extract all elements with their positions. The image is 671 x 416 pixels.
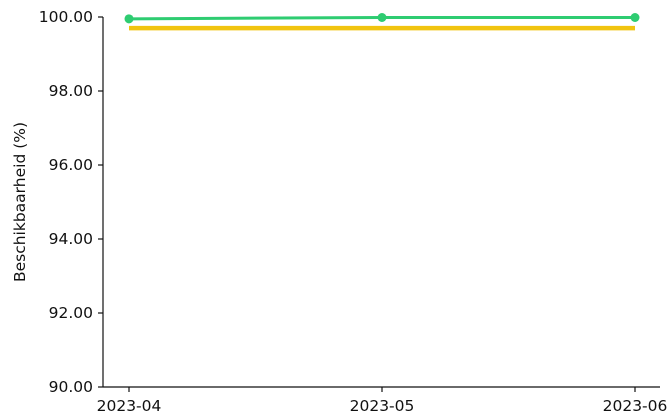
y-tick-label: 90.00 — [49, 378, 93, 396]
y-tick-label: 94.00 — [49, 230, 93, 248]
y-axis-title: Beschikbaarheid (%) — [11, 122, 29, 282]
series-layer — [124, 13, 640, 31]
series-point — [377, 13, 387, 22]
x-tick-label: 2023-05 — [350, 397, 415, 415]
x-axis: 2023-04 2023-05 2023-06 — [97, 386, 668, 415]
y-tick-label: 96.00 — [49, 156, 93, 174]
x-tick-label: 2023-06 — [603, 397, 668, 415]
y-tick-label: 92.00 — [49, 304, 93, 322]
y-axis: 90.00 92.00 94.00 96.00 98.00 100.00 Beschikb… — [11, 8, 104, 396]
y-tick-label: 100.00 — [39, 8, 93, 26]
series-point — [630, 13, 640, 22]
series-point — [124, 14, 134, 24]
x-tick-label: 2023-04 — [97, 397, 162, 415]
y-tick-label: 98.00 — [49, 82, 93, 100]
